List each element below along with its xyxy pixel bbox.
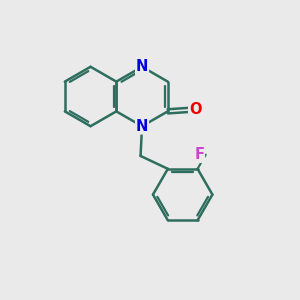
Text: O: O <box>189 102 201 117</box>
Text: N: N <box>136 59 148 74</box>
Text: N: N <box>136 119 148 134</box>
Text: F: F <box>194 147 204 162</box>
